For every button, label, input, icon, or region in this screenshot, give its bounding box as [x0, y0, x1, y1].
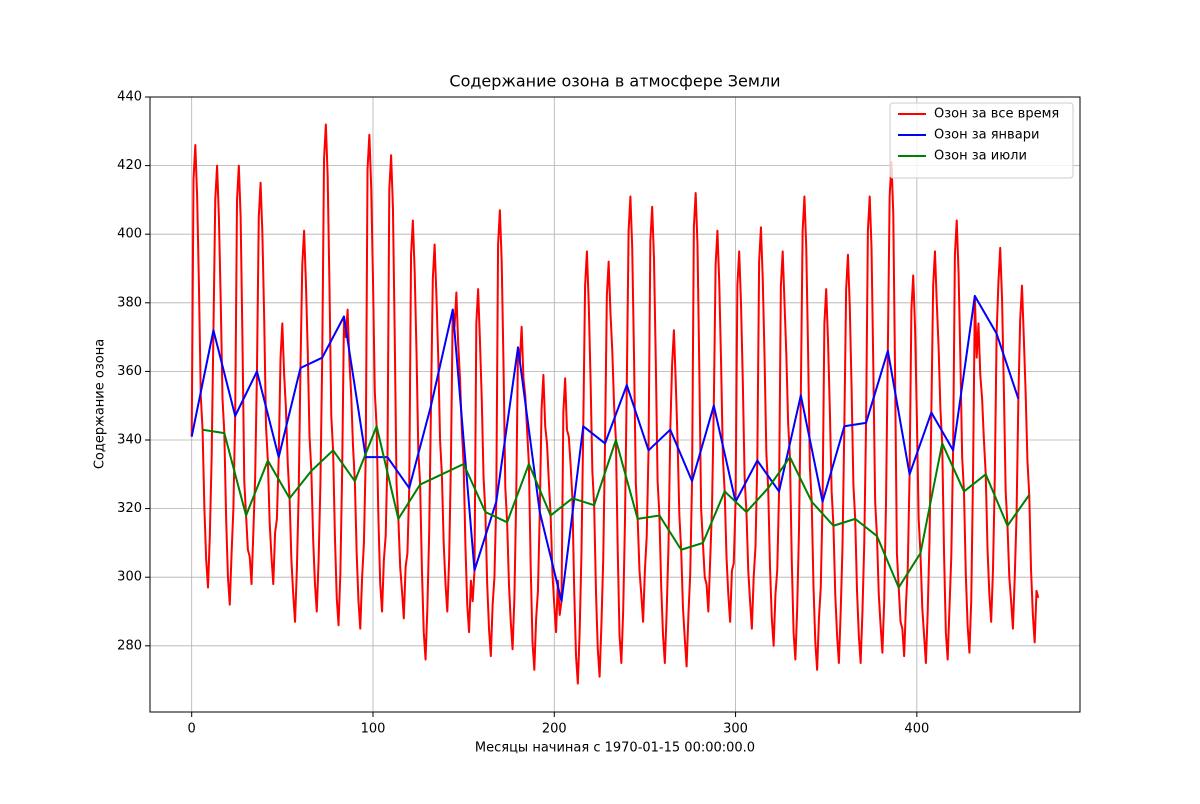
y-tick-label: 400	[117, 227, 142, 242]
series-line	[190, 123, 1040, 685]
y-tick-label: 360	[117, 364, 142, 379]
chart-title: Содержание озона в атмосфере Земли	[449, 72, 780, 91]
x-tick-label: 0	[188, 722, 196, 737]
axes-frame	[149, 96, 1081, 713]
y-tick-label: 300	[117, 570, 142, 585]
legend-box	[889, 102, 1074, 179]
legend-label: Озон за январи	[934, 128, 1039, 143]
legend-label: Озон за июли	[934, 149, 1027, 164]
plot-area	[190, 123, 1040, 685]
x-tick-label: 200	[542, 722, 567, 737]
y-axis-label: Содержание озона	[93, 339, 108, 469]
y-tick-label: 320	[117, 501, 142, 516]
legend: Озон за все время Озон за январи Озон за и…	[889, 102, 1074, 179]
y-tick-label: 440	[117, 90, 142, 105]
series-line	[190, 294, 1020, 603]
series-line	[202, 425, 1031, 589]
x-tick-label: 300	[723, 722, 748, 737]
y-tick-label: 280	[117, 638, 142, 653]
y-tick-label: 340	[117, 433, 142, 448]
y-tick-label: 380	[117, 295, 142, 310]
x-tick-label: 100	[361, 722, 386, 737]
grid: 0 100 200 300 400 280 300 320 340 360 380 400 420 440	[117, 90, 1080, 737]
y-tick-label: 420	[117, 158, 142, 173]
x-axis-label: Месяцы начиная с 1970-01-15 00:00:00.0	[475, 741, 755, 756]
legend-label: Озон за все время	[934, 107, 1059, 122]
x-tick-label: 400	[904, 722, 929, 737]
